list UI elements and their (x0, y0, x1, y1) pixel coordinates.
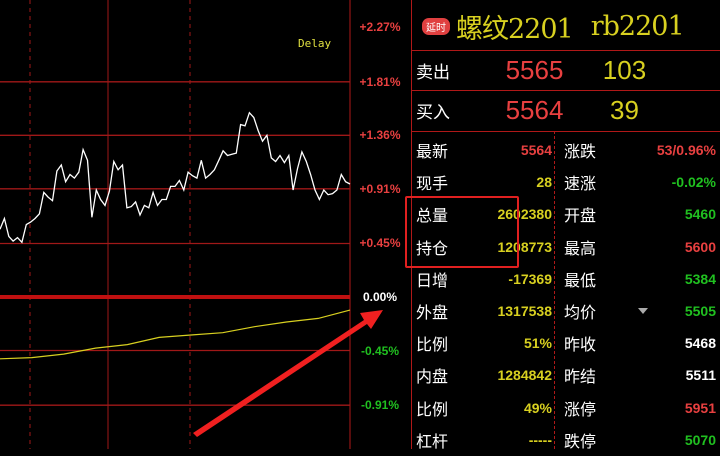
stat-value: 49% (523, 399, 552, 416)
contract-title: 延时 螺纹2201 rb2201 (412, 4, 720, 48)
stat-value: 2602380 (497, 206, 552, 223)
stat-value: 51% (523, 335, 552, 352)
stat-value: -17369 (508, 270, 552, 287)
stat-label: 涨停 (564, 399, 597, 419)
stat-label: 内盘 (416, 367, 449, 387)
ask-volume: 103 (602, 55, 647, 85)
highlight-box (405, 196, 519, 268)
contract-code: rb2201 (590, 10, 685, 42)
stat-row: 比例 51% (416, 327, 552, 359)
stat-row: 昨收 5468 (564, 327, 716, 359)
ask-price: 5565 (505, 55, 564, 85)
stat-label: 开盘 (564, 206, 597, 226)
stat-label: 比例 (416, 399, 449, 419)
stat-row: 现手 28 (416, 166, 552, 198)
column-divider (554, 131, 555, 449)
stat-row: 速涨 -0.02% (564, 166, 716, 198)
stat-value: 1284842 (497, 367, 552, 384)
ask-row: 卖出 5565 103 (412, 50, 720, 90)
price-line (0, 111, 351, 244)
stat-label: 总量 (416, 206, 449, 226)
stat-row: 总量 2602380 (416, 198, 552, 230)
contract-name: 螺纹2201 (456, 13, 574, 45)
stat-value: 5384 (684, 270, 716, 287)
stat-row: 内盘 1284842 (416, 359, 552, 391)
divider (412, 131, 720, 132)
stat-row: 昨结 5511 (564, 359, 716, 391)
annotation-arrow (193, 310, 383, 437)
stat-value: 53/0.96% (656, 142, 716, 158)
stat-row: 均价 5505 (564, 295, 716, 327)
stat-value: 5505 (684, 303, 716, 319)
stat-row: 比例 49% (416, 392, 552, 424)
ask-label: 卖出 (416, 63, 450, 83)
stat-label: 外盘 (416, 303, 449, 322)
bid-price: 5564 (505, 95, 564, 125)
stat-value: 5600 (684, 238, 716, 255)
stat-label: 昨结 (564, 367, 597, 387)
average-price-line (0, 309, 351, 360)
stat-row: 外盘 1317538 (416, 295, 552, 327)
intraday-chart (0, 0, 383, 449)
y-axis-tick: +0.91% (359, 181, 401, 196)
stat-value: 5468 (684, 335, 716, 352)
stat-label: 现手 (416, 174, 449, 194)
stat-value: ----- (528, 431, 552, 448)
stat-value: 1317538 (497, 303, 552, 319)
y-axis-tick: +0.45% (359, 236, 401, 251)
bid-label: 买入 (416, 103, 450, 123)
stat-row: 开盘 5460 (564, 198, 716, 230)
stat-value: 5511 (685, 367, 716, 384)
quote-panel: 延时 螺纹2201 rb2201 卖出 5565 103 买入 5564 39 … (411, 0, 720, 451)
stat-label: 最低 (564, 270, 597, 290)
bid-row: 买入 5564 39 (412, 90, 720, 130)
stat-row: 涨停 5951 (564, 392, 716, 424)
stat-value: 5951 (684, 399, 716, 416)
y-axis-tick: +1.36% (359, 128, 401, 143)
stat-label: 昨收 (564, 335, 597, 355)
stat-value: 5070 (684, 431, 716, 448)
stat-row: 杠杆 ----- (416, 424, 552, 456)
stat-value: -0.02% (671, 174, 716, 191)
stat-row: 最高 5600 (564, 231, 716, 263)
stat-label: 涨跌 (564, 142, 597, 161)
stat-label: 杠杆 (416, 431, 449, 451)
stat-row: 涨跌 53/0.96% (564, 134, 716, 166)
y-axis-tick: 0.00% (362, 290, 398, 304)
stat-value: 1208773 (497, 238, 552, 255)
stat-value: 28 (536, 174, 552, 191)
y-axis-tick: -0.91% (360, 398, 400, 413)
delay-badge: 延时 (422, 17, 450, 35)
y-axis-tick: -0.45% (360, 343, 400, 358)
stat-label: 跌停 (564, 431, 597, 451)
bid-volume: 39 (610, 95, 639, 125)
stat-label: 比例 (416, 335, 449, 355)
stat-row: 跌停 5070 (564, 424, 716, 456)
stat-label: 速涨 (564, 174, 597, 194)
y-axis-tick: +2.27% (359, 20, 401, 35)
stat-label: 日增 (416, 270, 449, 290)
stat-row: 持仓 1208773 (416, 231, 552, 263)
stat-row: 日增 -17369 (416, 263, 552, 295)
stat-label: 最新 (416, 142, 449, 161)
stat-label: 最高 (564, 238, 597, 258)
y-axis-tick: +1.81% (359, 74, 401, 89)
stat-value: 5460 (684, 206, 716, 223)
delay-label: Delay (298, 37, 332, 50)
stat-label: 均价 (564, 303, 597, 322)
stat-label: 持仓 (416, 238, 449, 258)
stat-row: 最新 5564 (416, 134, 552, 166)
stat-row: 最低 5384 (564, 263, 716, 295)
stat-value: 5564 (520, 142, 552, 158)
dropdown-triangle-icon[interactable] (638, 308, 648, 314)
